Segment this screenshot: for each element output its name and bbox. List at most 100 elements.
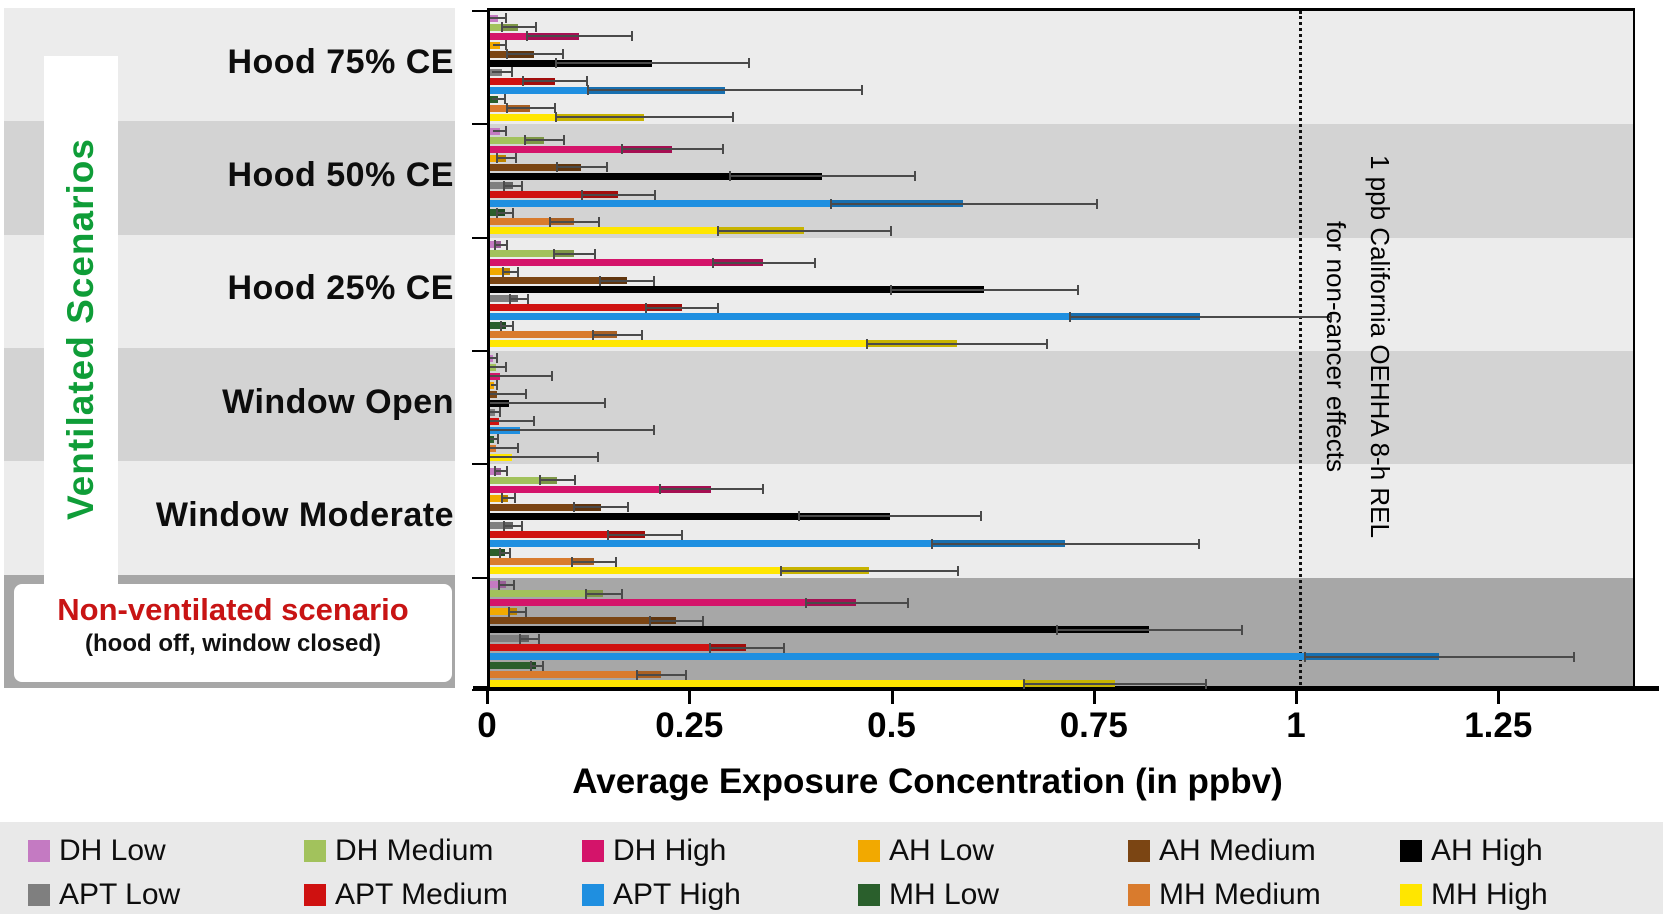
bar-ah-low — [490, 608, 517, 616]
error-cap-high — [1198, 538, 1201, 549]
error-whisker — [522, 80, 588, 83]
x-axis-line — [473, 686, 1659, 691]
bar-mh-medium — [490, 671, 661, 679]
bar-apt-low — [490, 182, 513, 189]
bar-mh-medium — [490, 558, 594, 566]
error-whisker — [498, 583, 515, 586]
error-whisker — [490, 393, 526, 396]
legend-item-apt-high: APT High — [582, 878, 741, 912]
bar-ah-high — [490, 172, 822, 180]
error-cap-low — [496, 153, 499, 164]
annotation-line-2: for non-cancer effects — [1321, 220, 1351, 472]
error-whisker — [599, 279, 655, 282]
x-axis-tick-label: 0 — [477, 706, 497, 745]
error-cap-high — [551, 371, 554, 382]
bar-apt-low — [490, 635, 529, 643]
error-cap-high — [654, 189, 657, 200]
bar-dh-medium — [490, 250, 575, 258]
bar-mh-medium — [490, 331, 617, 339]
error-whisker — [491, 98, 505, 101]
error-cap-low — [829, 198, 832, 209]
legend-item-dh-low: DH Low — [28, 834, 166, 868]
error-cap-high — [505, 466, 508, 477]
error-cap-low — [621, 144, 624, 155]
error-cap-low — [499, 320, 502, 331]
error-cap-high — [517, 443, 520, 454]
error-cap-high — [620, 588, 623, 599]
error-whisker — [780, 569, 959, 572]
legend-swatch — [582, 884, 604, 906]
legend-item-mh-medium: MH Medium — [1128, 878, 1321, 912]
error-whisker — [554, 62, 749, 65]
error-whisker — [502, 524, 523, 527]
error-whisker — [490, 402, 605, 405]
error-whisker — [496, 157, 516, 160]
error-cap-low — [498, 547, 501, 558]
error-cap-high — [721, 144, 724, 155]
bar-apt-medium — [490, 191, 618, 199]
scenario-label: Hood 50% CE — [227, 156, 454, 194]
error-cap-high — [1046, 338, 1049, 349]
scenario-band-plot — [490, 124, 1633, 238]
error-cap-high — [573, 475, 576, 486]
error-cap-high — [1330, 311, 1333, 322]
error-cap-low — [494, 466, 497, 477]
error-cap-high — [761, 484, 764, 495]
x-axis-tick-mark — [486, 691, 489, 704]
error-cap-high — [980, 511, 983, 522]
legend-label: APT Medium — [335, 878, 508, 911]
error-whisker — [829, 202, 1097, 205]
error-whisker — [659, 488, 763, 491]
x-axis-tick-label: 0.25 — [655, 706, 724, 745]
error-whisker — [494, 470, 507, 473]
error-cap-high — [511, 207, 514, 218]
error-whisker — [526, 35, 632, 38]
bar-dh-medium — [490, 136, 545, 144]
error-cap-low — [930, 538, 933, 549]
error-cap-low — [584, 588, 587, 599]
error-whisker — [711, 261, 816, 264]
error-cap-low — [1069, 311, 1072, 322]
bar-mh-low — [490, 662, 537, 670]
error-whisker — [529, 664, 543, 667]
error-cap-high — [1204, 678, 1207, 689]
error-whisker — [649, 619, 703, 622]
error-cap-high — [541, 660, 544, 671]
error-cap-high — [731, 112, 734, 123]
error-cap-high — [653, 275, 656, 286]
reference-line-annotation: 1 ppb California OEHHA 8-h REL for non-c… — [1310, 10, 1402, 682]
error-cap-high — [1095, 198, 1098, 209]
error-cap-high — [615, 556, 618, 567]
error-cap-high — [511, 320, 514, 331]
error-whisker — [1023, 682, 1206, 685]
x-axis-tick-label: 1 — [1286, 706, 1306, 745]
error-cap-high — [586, 76, 589, 87]
error-whisker — [490, 411, 500, 414]
error-whisker — [930, 542, 1200, 545]
error-whisker — [804, 601, 909, 604]
error-whisker — [584, 592, 622, 595]
error-cap-low — [507, 606, 510, 617]
error-whisker — [798, 515, 982, 518]
bar-apt-low — [490, 522, 513, 529]
error-cap-low — [502, 180, 505, 191]
error-whisker — [490, 420, 534, 423]
error-cap-low — [553, 248, 556, 259]
error-cap-high — [496, 380, 499, 391]
error-cap-low — [780, 565, 783, 576]
error-whisker — [539, 479, 575, 482]
error-whisker — [607, 533, 682, 536]
legend-item-ah-high: AH High — [1400, 834, 1543, 868]
error-cap-high — [1077, 284, 1080, 295]
error-cap-high — [913, 171, 916, 182]
error-cap-low — [649, 615, 652, 626]
error-cap-high — [521, 520, 524, 531]
bar-dh-high — [490, 259, 764, 267]
error-whisker — [490, 384, 498, 387]
bar-apt-medium — [490, 531, 645, 539]
legend-item-dh-medium: DH Medium — [304, 834, 493, 868]
error-whisker — [1069, 315, 1332, 318]
error-cap-high — [603, 398, 606, 409]
legend-label: APT High — [613, 878, 741, 911]
non-ventilated-subtitle: (hood off, window closed) — [85, 630, 381, 657]
